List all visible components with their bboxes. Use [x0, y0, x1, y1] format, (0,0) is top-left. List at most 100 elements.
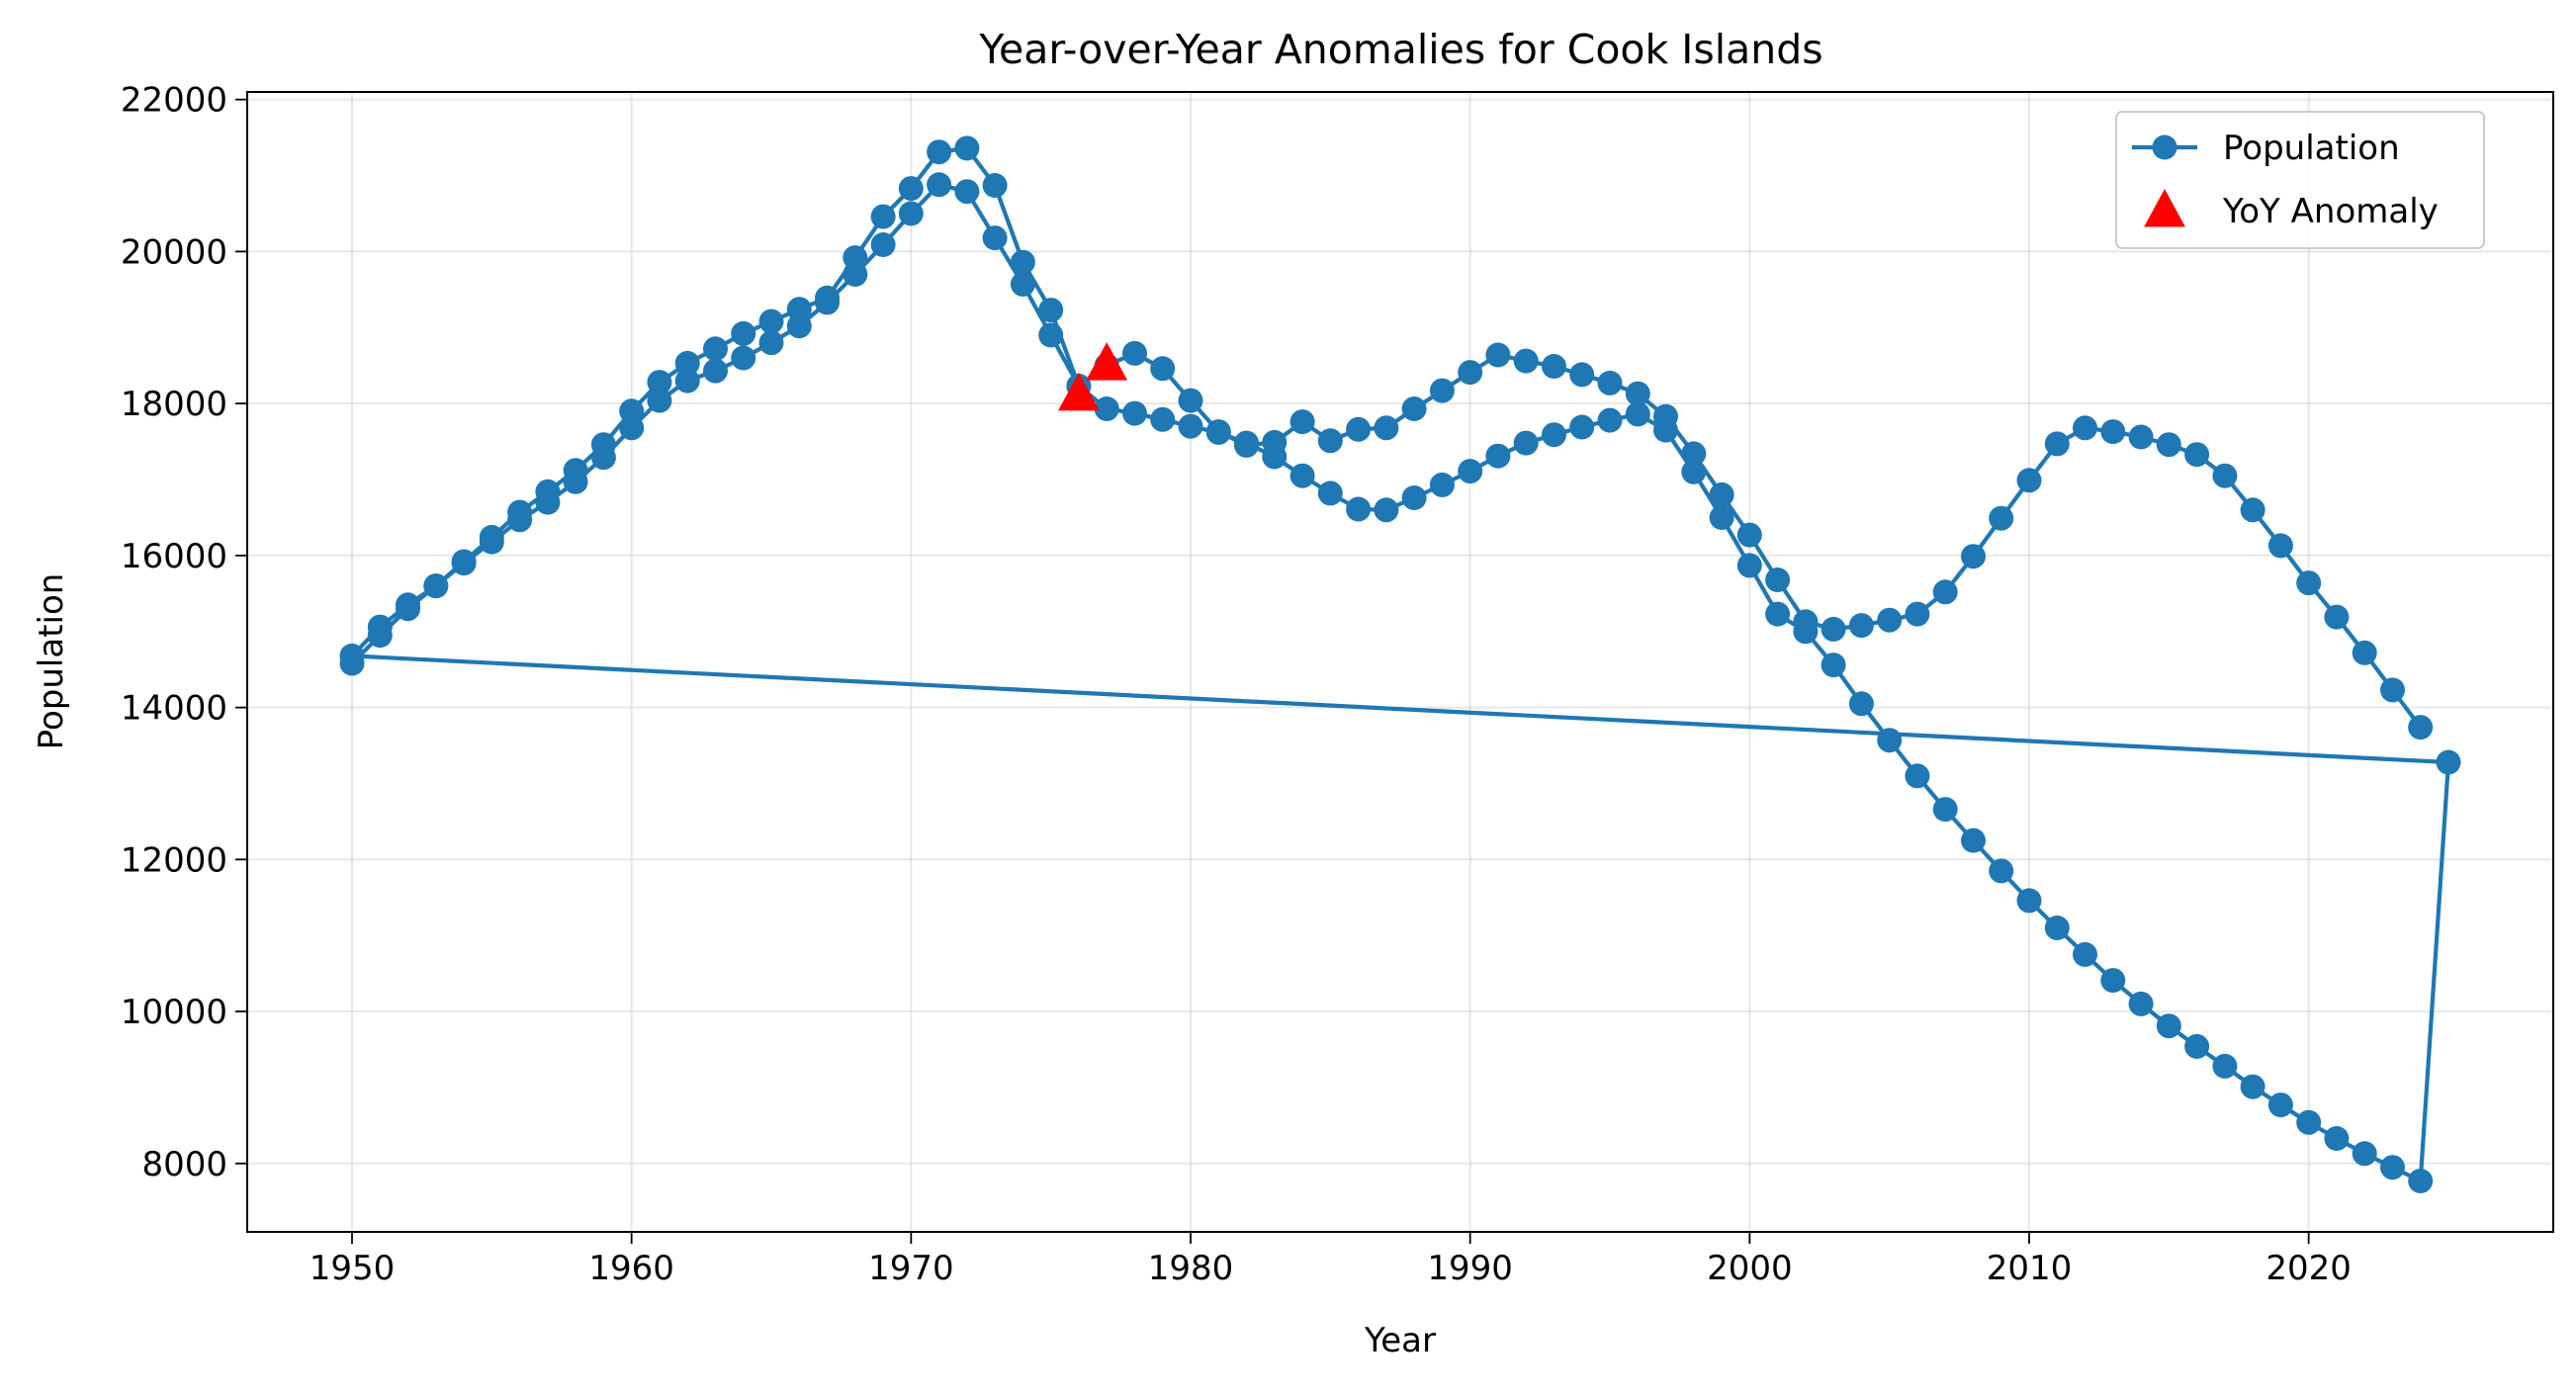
population-point [367, 614, 393, 640]
population-point [1821, 616, 1846, 642]
population-point [870, 232, 896, 257]
series-population [339, 135, 2461, 1193]
anomaly-marker [1086, 342, 1128, 381]
population-point [1458, 360, 1483, 386]
population-point [2436, 749, 2461, 775]
population-point [2296, 570, 2322, 596]
population-point [1569, 414, 1595, 440]
population-point [2212, 463, 2238, 488]
population-point [786, 297, 812, 322]
population-point [1513, 430, 1539, 456]
population-point [1681, 441, 1707, 467]
population-point [898, 176, 924, 202]
population-point [2408, 1169, 2434, 1193]
population-point [815, 285, 840, 310]
population-point [2352, 640, 2377, 665]
population-point [2380, 1155, 2405, 1180]
population-point [1122, 340, 1147, 366]
population-point [1374, 415, 1399, 441]
population-point [1932, 797, 1958, 823]
population-point [2267, 1092, 2293, 1118]
population-point [2380, 677, 2405, 703]
population-point [1736, 553, 1762, 578]
population-point [2296, 1109, 2322, 1135]
population-point [1178, 388, 1203, 413]
population-point [2184, 442, 2210, 468]
population-point [423, 573, 449, 599]
legend-label-anomaly: YoY Anomaly [2222, 192, 2439, 231]
population-point [1317, 428, 1343, 454]
population-point [674, 350, 700, 376]
plot-area [339, 135, 2461, 1193]
population-point [535, 479, 561, 504]
population-point [1625, 381, 1650, 406]
population-point [2324, 604, 2350, 630]
legend-label-population: Population [2223, 129, 2400, 168]
y-tick-label: 18000 [121, 385, 227, 424]
population-point [590, 432, 616, 458]
population-point [1485, 342, 1511, 368]
population-point [982, 173, 1008, 198]
x-tick-label: 1950 [310, 1249, 396, 1288]
population-point [1317, 480, 1343, 506]
population-point [1234, 432, 1259, 458]
population-point [1289, 409, 1315, 435]
population-point [1289, 463, 1315, 488]
population-point [1458, 459, 1483, 484]
population-point [2016, 468, 2042, 493]
population-point [2100, 419, 2126, 445]
population-point [2128, 424, 2154, 450]
population-point [396, 592, 420, 618]
population-point [1038, 322, 1064, 348]
population-point [1625, 401, 1650, 427]
population-point [703, 358, 728, 384]
population-point [1989, 505, 2014, 531]
y-tick-label: 16000 [121, 537, 227, 576]
population-point [703, 336, 728, 362]
x-tick-label: 1990 [1427, 1249, 1513, 1288]
x-tick-label: 2010 [1987, 1249, 2073, 1288]
population-point [2352, 1141, 2377, 1167]
legend-marker-swatch [2152, 134, 2177, 160]
axis-ticks: 1950 1960 1970 1980 1990 2000 2010 2020 8000 1000… [121, 81, 2352, 1288]
population-point [1429, 472, 1455, 497]
population-point [2100, 968, 2126, 994]
population-point [954, 179, 980, 205]
population-point [1429, 378, 1455, 403]
population-point [647, 370, 672, 395]
population-point [2240, 497, 2265, 523]
population-point [758, 308, 784, 334]
population-point [2073, 941, 2097, 967]
population-point [843, 245, 868, 271]
population-point [1262, 429, 1288, 455]
population-point [1569, 362, 1595, 388]
population-point [2073, 415, 2097, 441]
population-point [1597, 370, 1623, 395]
population-point [2212, 1053, 2238, 1079]
population-point [2044, 431, 2070, 457]
population-point [563, 458, 588, 483]
population-point [2184, 1033, 2210, 1059]
population-point [507, 499, 533, 525]
population-point [1597, 407, 1623, 433]
population-point [1848, 691, 1874, 717]
population-point [1877, 728, 1903, 753]
series-yoy-anomaly [1058, 342, 1128, 411]
population-point [1765, 601, 1791, 627]
population-point [1374, 497, 1399, 523]
population-point [1010, 272, 1035, 297]
y-tick-label: 10000 [121, 993, 227, 1032]
population-point [2044, 916, 2070, 940]
population-point [619, 398, 645, 424]
population-point [479, 524, 504, 550]
population-point [1736, 522, 1762, 548]
population-point [2267, 533, 2293, 559]
population-point [1793, 609, 1819, 635]
population-point [1094, 396, 1119, 421]
population-point [1542, 422, 1566, 448]
population-point [1653, 403, 1678, 429]
x-tick-label: 1960 [588, 1249, 674, 1288]
population-point [870, 204, 896, 229]
y-axis-label: Population [32, 573, 71, 750]
